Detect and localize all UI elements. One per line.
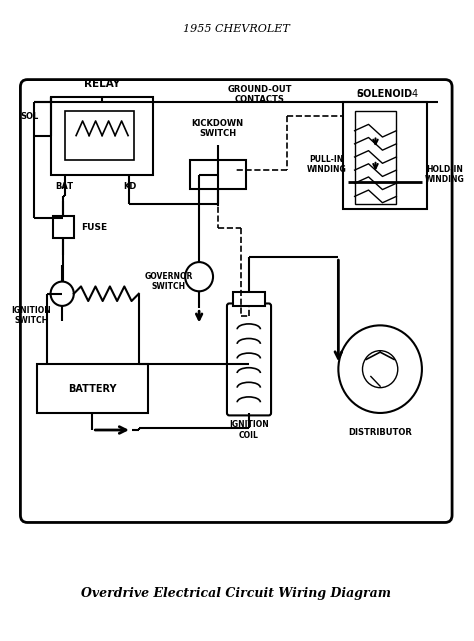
Text: PULL-IN
WINDING: PULL-IN WINDING bbox=[307, 155, 346, 174]
Text: SOLENOID: SOLENOID bbox=[357, 89, 413, 99]
Text: 1955 CHEVROLET: 1955 CHEVROLET bbox=[183, 24, 290, 33]
Text: BAT: BAT bbox=[55, 182, 73, 191]
Text: DISTRIBUTOR: DISTRIBUTOR bbox=[348, 428, 412, 437]
Text: Overdrive Electrical Circuit Wiring Diagram: Overdrive Electrical Circuit Wiring Diag… bbox=[81, 587, 391, 599]
Bar bbox=[343, 101, 427, 208]
Text: IGNITION
COIL: IGNITION COIL bbox=[229, 420, 269, 440]
Text: 4: 4 bbox=[412, 89, 418, 99]
Bar bbox=[233, 292, 265, 306]
Text: SOL: SOL bbox=[20, 112, 39, 121]
Bar bbox=[355, 112, 396, 204]
Bar bbox=[51, 97, 153, 174]
Text: HOLD-IN
WINDING: HOLD-IN WINDING bbox=[425, 165, 465, 184]
Text: BATTERY: BATTERY bbox=[68, 383, 117, 394]
Bar bbox=[36, 364, 148, 413]
Text: GOVERNOR
SWITCH: GOVERNOR SWITCH bbox=[145, 272, 193, 291]
Text: KD: KD bbox=[123, 182, 136, 191]
Text: KICKDOWN
SWITCH: KICKDOWN SWITCH bbox=[191, 119, 244, 138]
Text: GROUND-OUT
CONTACTS: GROUND-OUT CONTACTS bbox=[227, 85, 292, 104]
Text: FUSE: FUSE bbox=[81, 222, 107, 231]
Text: IGNITION
SWITCH: IGNITION SWITCH bbox=[11, 306, 51, 325]
Text: 6: 6 bbox=[356, 89, 362, 99]
Bar bbox=[53, 216, 74, 238]
Bar bbox=[64, 112, 134, 160]
Bar bbox=[190, 160, 246, 189]
Text: RELAY: RELAY bbox=[83, 79, 120, 89]
